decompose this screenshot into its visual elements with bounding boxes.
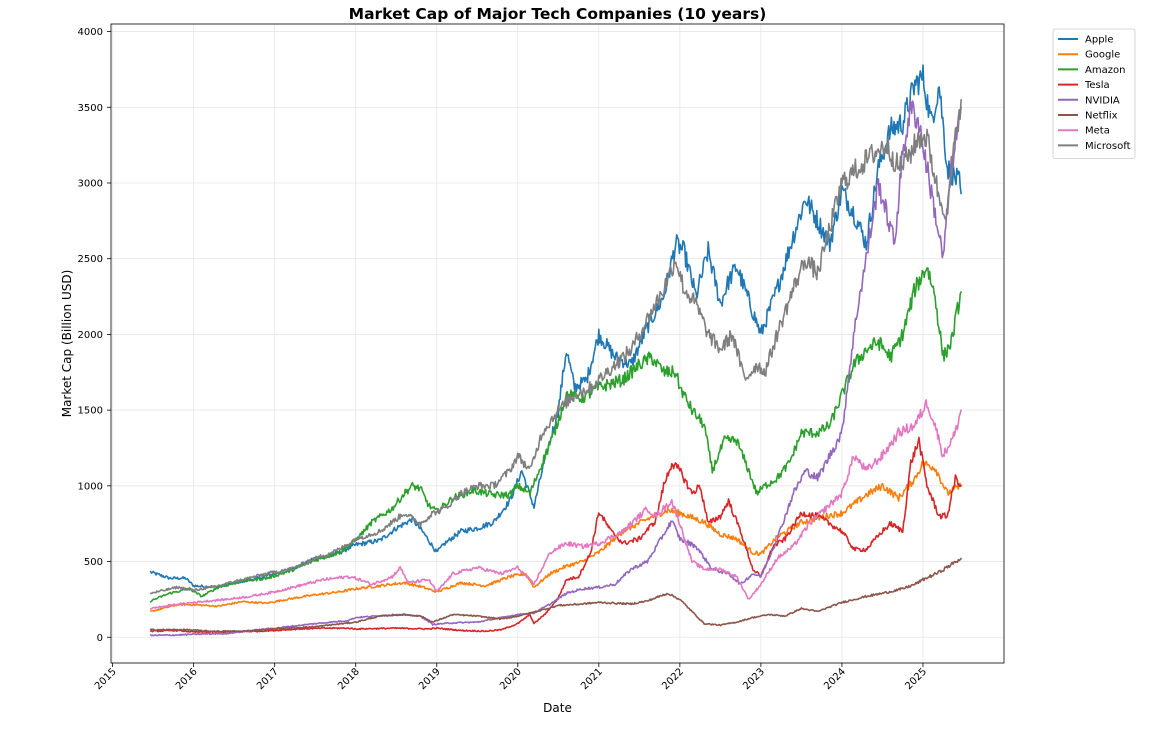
series-line-apple	[149, 64, 962, 590]
grid	[111, 24, 1004, 663]
y-axis: 0 500 1000 1500 2000 2500 3000 3500 4000	[78, 27, 111, 644]
legend-label-amazon: Amazon	[1085, 65, 1125, 76]
x-tick-label: 2024	[822, 666, 848, 692]
y-tick-label: 1500	[78, 406, 103, 417]
x-tick-label: 2022	[660, 666, 686, 692]
series-line-meta	[149, 399, 962, 610]
series-line-microsoft	[149, 98, 962, 595]
x-tick-label: 2017	[255, 666, 281, 692]
x-tick-label: 2016	[174, 666, 200, 692]
x-tick-label: 2021	[579, 666, 605, 692]
series-lines	[149, 64, 962, 637]
legend-label-nvidia: NVIDIA	[1085, 95, 1120, 106]
y-tick-label: 2500	[78, 254, 103, 265]
x-axis-label: Date	[543, 701, 572, 715]
y-tick-label: 500	[84, 557, 103, 568]
y-tick-label: 2000	[78, 330, 103, 341]
legend-label-google: Google	[1085, 50, 1120, 61]
y-tick-label: 0	[97, 633, 103, 644]
series-line-amazon	[149, 267, 962, 603]
legend-label-netflix: Netflix	[1085, 111, 1118, 122]
legend-label-microsoft: Microsoft	[1085, 141, 1131, 152]
plot-frame	[110, 23, 1005, 664]
x-tick-label: 2018	[336, 666, 362, 692]
legend-frame	[1052, 28, 1136, 160]
series-line-google	[149, 460, 962, 612]
legend: Apple Google Amazon Tesla NVIDIA Netflix Meta M…	[1052, 28, 1136, 160]
x-tick-label: 2025	[903, 666, 929, 692]
chart-title: Market Cap of Major Tech Companies (10 y…	[349, 5, 767, 23]
legend-label-apple: Apple	[1085, 35, 1113, 46]
x-tick-label: 2015	[93, 666, 119, 692]
series-line-nvidia	[149, 100, 962, 637]
legend-label-meta: Meta	[1085, 126, 1110, 137]
x-tick-label: 2023	[741, 666, 767, 692]
series-line-netflix	[149, 557, 962, 633]
x-axis: 2015 2016 2017 2018 2019 2020 2021 2022 2023 2024…	[93, 663, 929, 692]
y-tick-label: 4000	[78, 27, 103, 38]
y-axis-label: Market Cap (Billion USD)	[60, 270, 74, 418]
legend-label-tesla: Tesla	[1084, 80, 1110, 91]
y-tick-label: 1000	[78, 481, 103, 492]
x-tick-label: 2019	[417, 666, 443, 692]
y-tick-label: 3500	[78, 103, 103, 114]
x-tick-label: 2020	[498, 666, 524, 692]
y-tick-label: 3000	[78, 178, 103, 189]
